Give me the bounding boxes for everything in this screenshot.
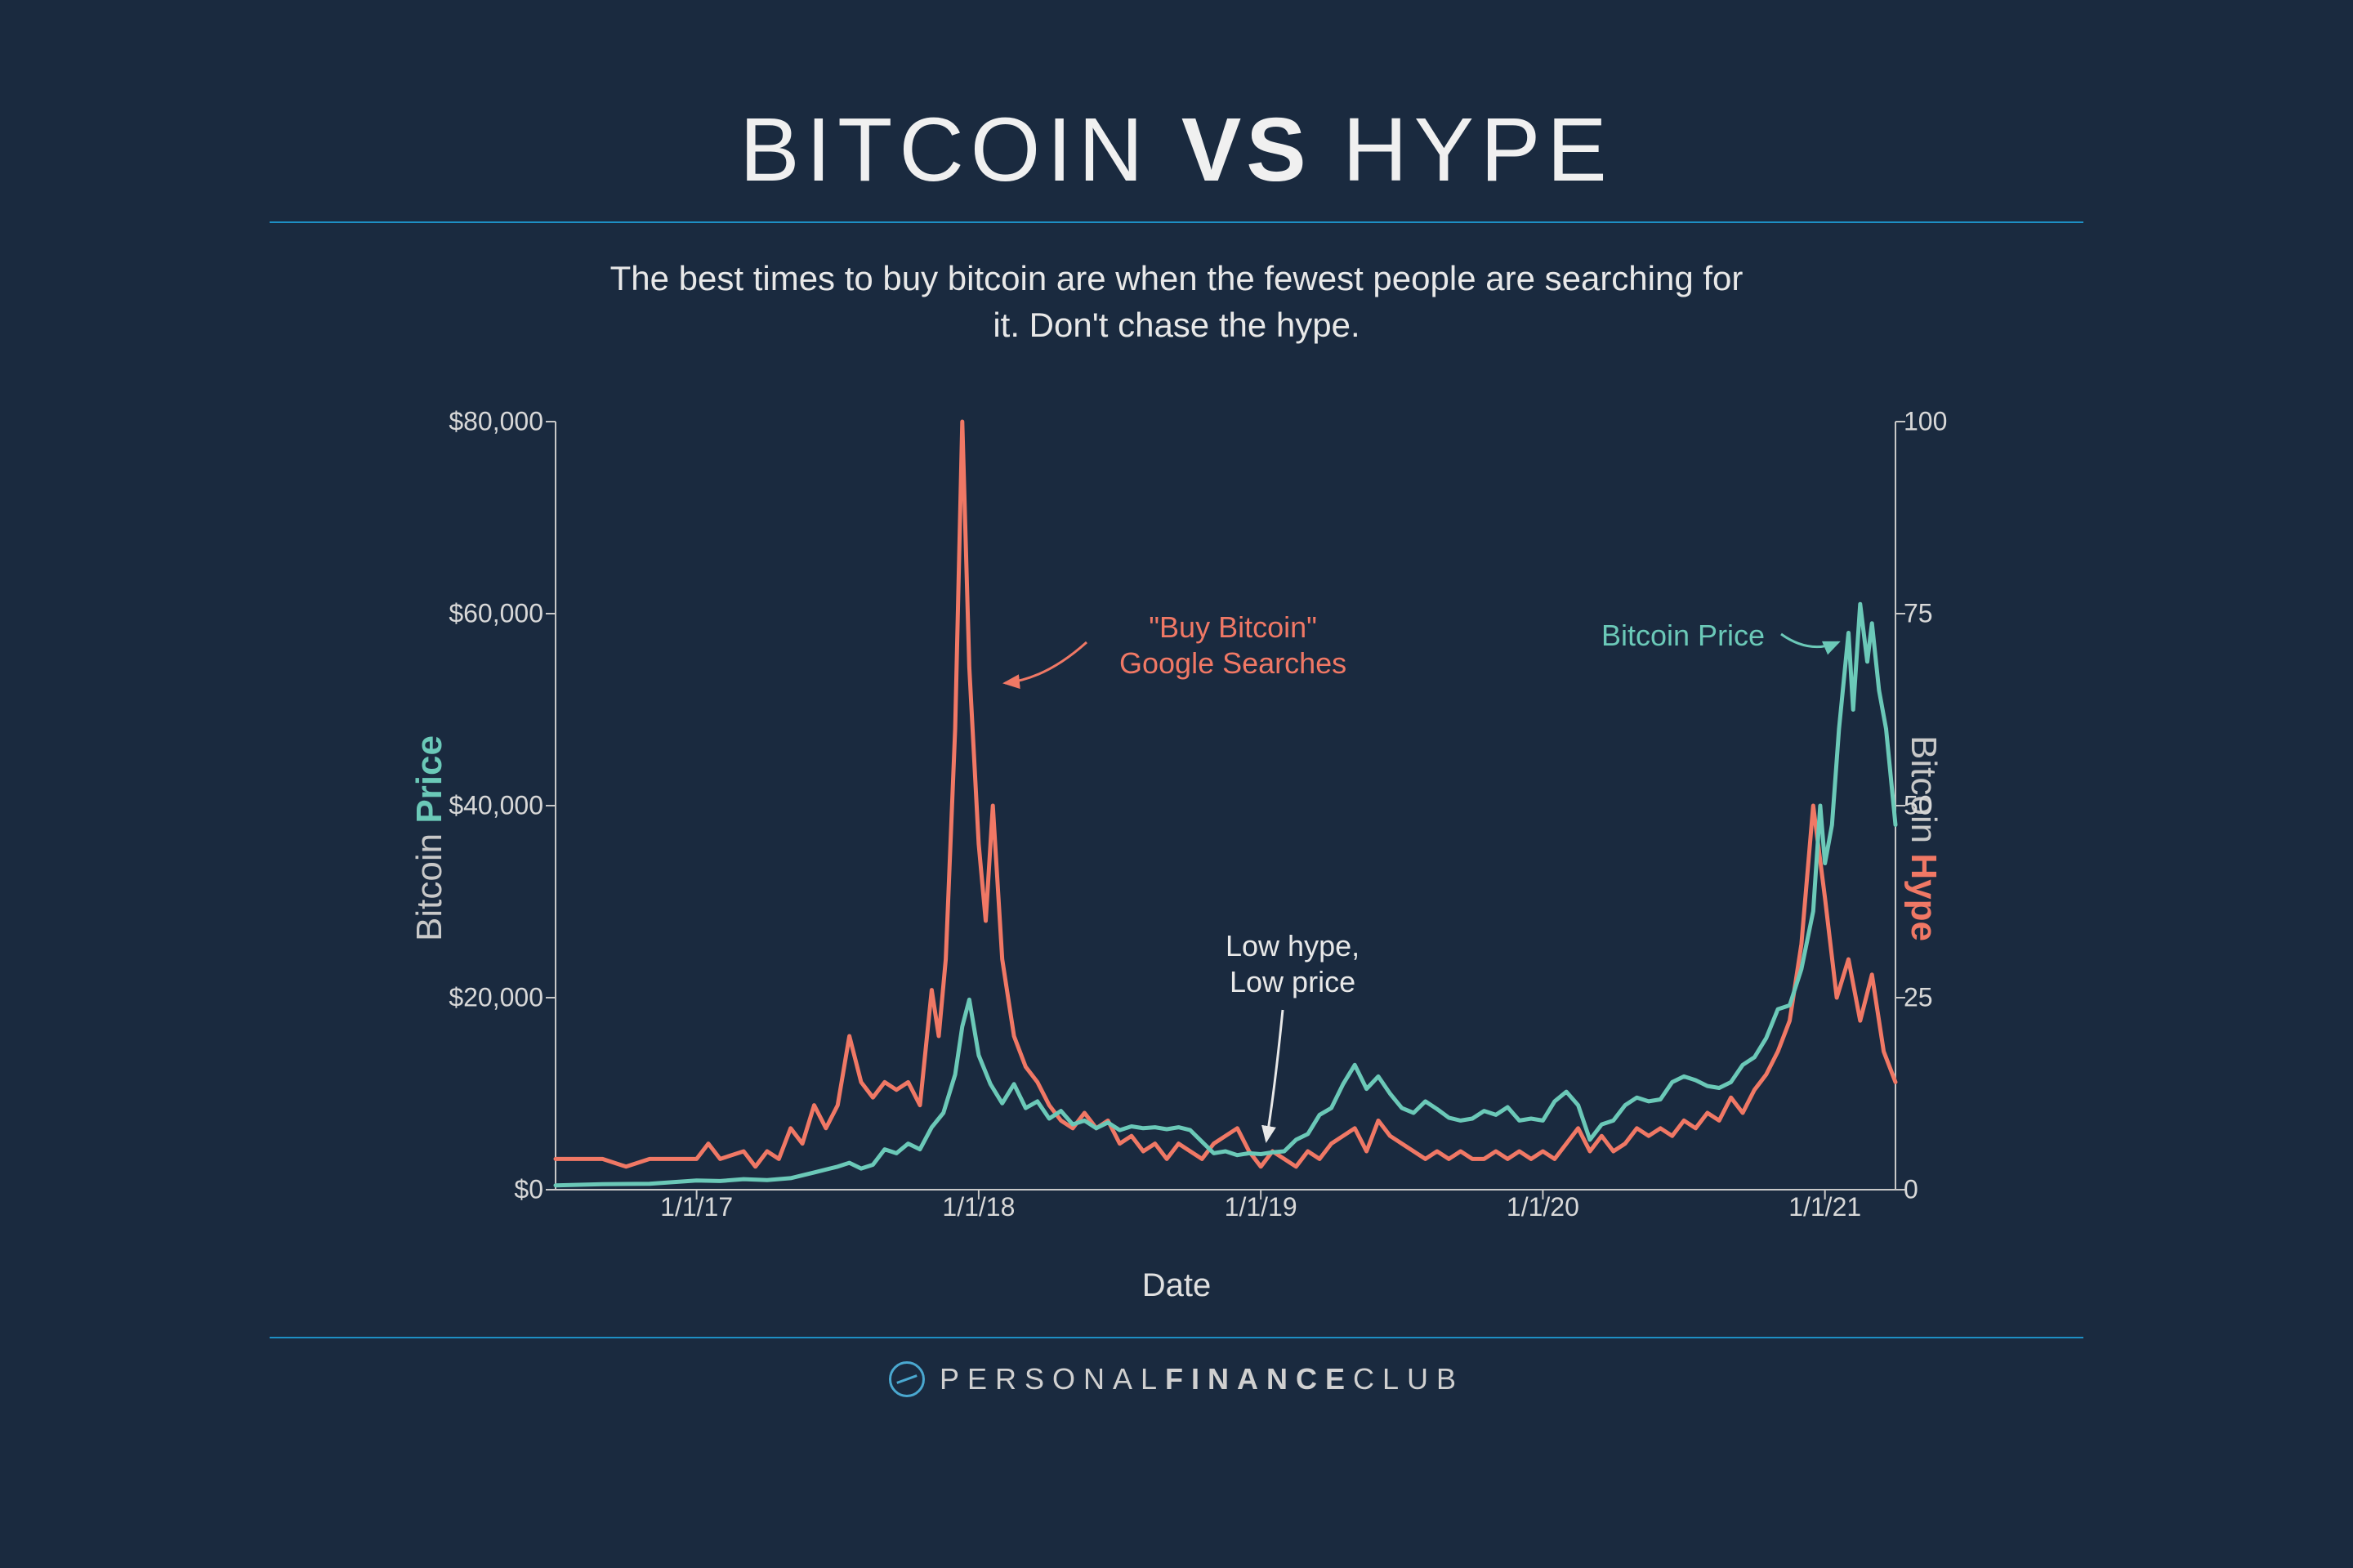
x-tick-label: 1/1/20 xyxy=(1507,1192,1579,1222)
chart: Bitcoin Price Bitcoin Hype Date $0$20,00… xyxy=(359,389,1994,1288)
x-tick-label: 1/1/21 xyxy=(1788,1192,1861,1222)
chart-svg xyxy=(359,389,1994,1288)
brand-part1: PERSONAL xyxy=(940,1362,1165,1396)
subtitle: The best times to buy bitcoin are when t… xyxy=(605,256,1748,348)
y-right-tick-label: 100 xyxy=(1904,407,1947,437)
annotation-google-searches: "Buy Bitcoin"Google Searches xyxy=(1119,610,1346,680)
y-right-tick-label: 0 xyxy=(1904,1175,1918,1205)
y-left-tick-label: $40,000 xyxy=(449,791,543,821)
annotation-bitcoin-price: Bitcoin Price xyxy=(1601,618,1765,653)
x-tick-label: 1/1/19 xyxy=(1225,1192,1297,1222)
y-right-tick-label: 75 xyxy=(1904,599,1933,629)
footer-rule xyxy=(270,1337,2083,1338)
x-tick-label: 1/1/18 xyxy=(942,1192,1015,1222)
y-left-tick-label: $60,000 xyxy=(449,599,543,629)
brand-part2: FINANCE xyxy=(1165,1362,1353,1396)
title-rule xyxy=(270,221,2083,223)
series-price xyxy=(556,605,1895,1186)
y-right-tick-label: 25 xyxy=(1904,983,1933,1013)
y-left-tick-label: $20,000 xyxy=(449,983,543,1013)
brand-part3: CLUB xyxy=(1353,1362,1464,1396)
brand: PERSONALFINANCECLUB xyxy=(889,1361,1464,1397)
title-pre: BITCOIN xyxy=(739,100,1181,200)
brand-logo-icon xyxy=(889,1361,925,1397)
series-hype xyxy=(556,422,1895,1167)
title-post: HYPE xyxy=(1311,100,1614,200)
title-mid: VS xyxy=(1181,100,1311,200)
y-left-tick-label: $80,000 xyxy=(449,407,543,437)
y-right-tick-label: 50 xyxy=(1904,791,1933,821)
annotation-arrow-bitcoin-price xyxy=(1781,634,1838,647)
annotation-arrow-google-searches xyxy=(1005,642,1087,683)
y-left-tick-label: $0 xyxy=(514,1175,543,1205)
x-tick-label: 1/1/17 xyxy=(660,1192,733,1222)
annotation-low-hype: Low hype,Low price xyxy=(1226,928,1360,998)
annotation-arrow-low-hype xyxy=(1266,1010,1283,1141)
page-title: BITCOIN VS HYPE xyxy=(739,98,1614,202)
